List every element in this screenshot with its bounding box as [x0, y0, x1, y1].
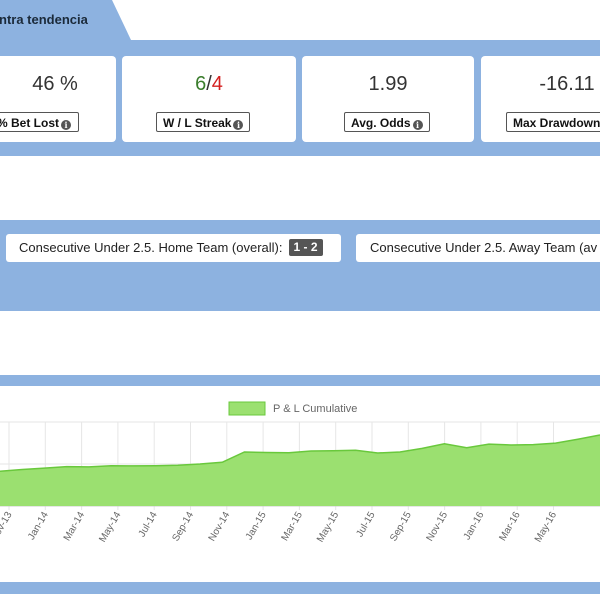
pl-chart: P & L Cumulative Nov-13 Jan-14 Mar-14 May-14… — [0, 386, 600, 582]
x-tick-label: Nov-13 — [0, 510, 15, 544]
avg-odds-value: 1.99 — [368, 73, 408, 95]
stat-card-max-drawdown: -16.11 Max Drawdown — [481, 56, 600, 142]
stat-card-avg-odds: 1.99 Avg. Odds i — [302, 56, 474, 142]
strategy-tab[interactable]: ntra tendencia — [0, 0, 131, 40]
stat-card-bet-lost: 46 % % Bet Lost i — [0, 56, 116, 142]
series-line — [0, 434, 600, 472]
pl-chart-svg: P & L Cumulative Nov-13 Jan-14 Mar-14 May-14… — [0, 401, 600, 545]
x-tick-label: Jan-14 — [26, 510, 51, 542]
x-tick-label: Jan-15 — [244, 510, 269, 542]
away-team-consecutive: Consecutive Under 2.5. Away Team (av — [356, 234, 600, 262]
info-icon[interactable]: i — [233, 120, 244, 130]
home-team-consecutive: Consecutive Under 2.5. Home Team (overal… — [6, 234, 341, 262]
legend-swatch — [228, 401, 266, 416]
info-icon[interactable]: i — [61, 120, 72, 130]
wl-streak-label[interactable]: W / L Streak i — [156, 112, 251, 132]
wl-streak-value: 6/4 — [195, 73, 223, 95]
x-tick-label: Jul-15 — [354, 510, 377, 539]
x-tick-label: Sep-14 — [170, 510, 196, 544]
chart-panel-bottom — [0, 582, 600, 594]
x-tick-label: Jul-14 — [137, 510, 160, 539]
x-tick-label: Sep-15 — [388, 510, 414, 544]
bet-lost-value: 46 % — [32, 73, 78, 95]
strategy-tab-label: ntra tendencia — [0, 12, 88, 27]
x-tick-label: Mar-15 — [280, 510, 306, 543]
max-drawdown-label[interactable]: Max Drawdown — [506, 112, 600, 132]
legend-label: P & L Cumulative — [273, 403, 357, 415]
x-tick-label: Nov-14 — [207, 510, 233, 544]
chart-panel-top — [0, 375, 600, 386]
x-tick-label: Mar-16 — [497, 510, 523, 543]
max-drawdown-value: -16.11 — [539, 73, 595, 95]
x-tick-label: Jan-16 — [462, 510, 487, 542]
info-icon[interactable]: i — [412, 120, 423, 130]
home-team-badge: 1 - 2 — [288, 239, 323, 256]
x-tick-label: May-15 — [315, 510, 341, 545]
stat-card-wl-streak: 6/4 W / L Streak i — [122, 56, 296, 142]
avg-odds-label[interactable]: Avg. Odds i — [344, 112, 430, 132]
x-tick-label: May-14 — [97, 510, 123, 545]
x-tick-label: May-16 — [533, 510, 559, 545]
bet-lost-label[interactable]: % Bet Lost i — [0, 112, 79, 132]
x-tick-label: Nov-15 — [425, 510, 451, 544]
series-area — [0, 435, 600, 506]
x-tick-label: Mar-14 — [62, 510, 88, 543]
